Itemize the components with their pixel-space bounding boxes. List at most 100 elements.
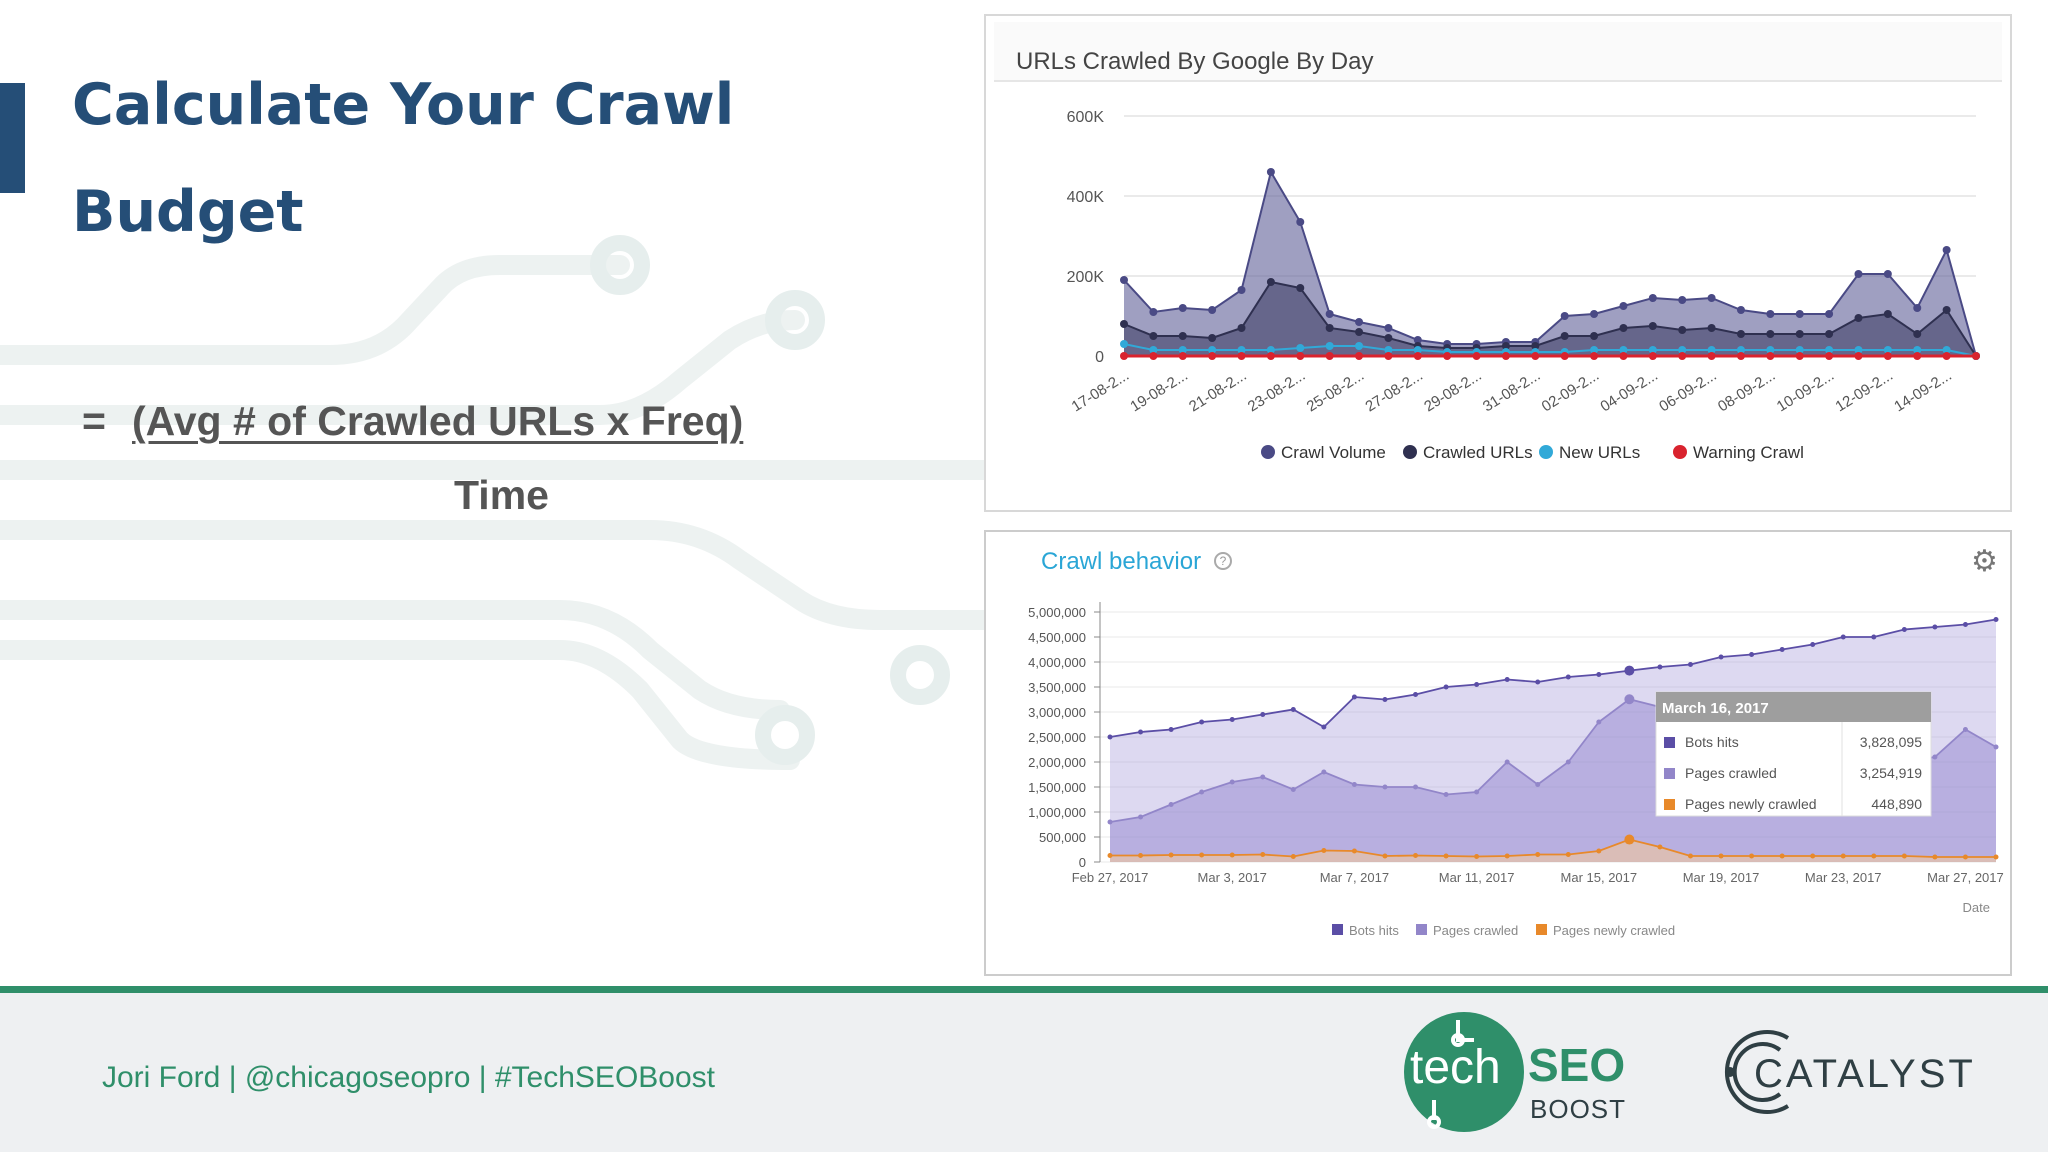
data-point-crawled-urls [1648, 322, 1657, 330]
data-point-crawl-volume [1707, 294, 1716, 302]
x-tick-label: Feb 27, 2017 [1072, 870, 1149, 885]
series-line-crawl-volume [1123, 169, 1977, 357]
tooltip-swatch-pages-crawled [1664, 768, 1675, 779]
x-tick-label: 19-08-2... [1127, 367, 1190, 415]
data-point-pages-newly-crawled [1229, 852, 1235, 858]
urls-crawled-chart-panel: URLs Crawled By Google By Day 0 200K 400K 6… [984, 14, 2012, 512]
data-point-new-urls [1120, 340, 1128, 348]
data-point-pages-crawled [1321, 769, 1327, 775]
data-point-warning-crawl [1707, 352, 1716, 360]
tooltip-header [1656, 692, 1931, 722]
slide-title: Calculate Your Crawl Budget [72, 72, 735, 245]
data-point-new-urls [1736, 346, 1745, 354]
data-point-pages-newly-crawled [1901, 853, 1907, 859]
data-point-warning-crawl [1237, 352, 1246, 360]
series-line-crawled-urls [1123, 280, 1977, 357]
x-tick-label: 31-08-2... [1480, 367, 1543, 415]
data-point-bots-hits [1290, 707, 1296, 712]
data-point-warning-crawl [1178, 352, 1187, 360]
data-point-pages-newly-crawled [1932, 854, 1938, 860]
data-point-pages-newly-crawled [1138, 853, 1144, 858]
data-point-bots-hits [1962, 622, 1968, 627]
data-point-bots-hits [1932, 624, 1938, 630]
techseo-logo-seo: SEO [1528, 1039, 1626, 1091]
data-point-pages-newly-crawled [1718, 853, 1724, 859]
legend-label-bots-hits: Bots hits [1349, 923, 1399, 938]
x-tick-label: Mar 3, 2017 [1198, 870, 1267, 885]
data-point-bots-hits [1138, 729, 1144, 735]
urls-crawled-chart: 0 200K 400K 600K 17-08-2...19-08-2...21-08-2… [1067, 109, 1980, 462]
data-point-pages-newly-crawled [1624, 834, 1635, 845]
y-tick-label: 2,500,000 [1028, 730, 1086, 745]
data-point-pages-newly-crawled [1535, 852, 1541, 857]
data-point-crawled-urls [1501, 342, 1510, 350]
data-point-new-urls [1325, 342, 1334, 350]
data-point-warning-crawl [1795, 352, 1804, 360]
legend-label-pages-newly-crawled: Pages newly crawled [1553, 923, 1675, 938]
data-point-crawl-volume [1854, 270, 1863, 278]
techseo-boost-logo: tech SEO BOOST [1404, 1012, 1644, 1136]
data-point-crawl-volume [1266, 168, 1275, 176]
legend-marker-pages-newly-crawled [1536, 924, 1547, 935]
data-point-new-urls [1590, 346, 1599, 354]
legend-marker-crawl-volume [1261, 445, 1275, 459]
legend-label-crawled-urls: Crawled URLs [1423, 443, 1533, 462]
y-tick-label: 1,000,000 [1028, 805, 1086, 820]
x-tick-label: 25-08-2... [1304, 367, 1367, 415]
data-point-pages-newly-crawled [1779, 853, 1785, 859]
data-point-new-urls [1237, 346, 1246, 354]
formula-equals: = [82, 398, 106, 444]
legend-label-crawl-volume: Crawl Volume [1281, 443, 1386, 462]
data-point-warning-crawl [1736, 352, 1745, 360]
series-line-pages-newly-crawled [1110, 838, 1996, 858]
circuit-icon [1427, 1020, 1474, 1129]
data-point-bots-hits [1260, 712, 1266, 717]
data-point-crawl-volume [1384, 324, 1393, 332]
data-point-bots-hits [1382, 697, 1388, 702]
data-point-crawl-volume [1208, 306, 1217, 314]
data-point-warning-crawl [1208, 352, 1217, 360]
data-point-warning-crawl [1443, 352, 1452, 360]
x-tick-label: Mar 27, 2017 [1927, 870, 2004, 885]
data-point-bots-hits [1993, 617, 1999, 622]
x-tick-label: 08-09-2... [1715, 367, 1778, 415]
crawl-behavior-chart: 0 500,000 1,000,000 1,500,000 2,000,000 2,500… [1028, 602, 2004, 938]
data-point-warning-crawl [1531, 352, 1540, 360]
tooltip-date: March 16, 2017 [1662, 700, 1769, 717]
legend-marker-warning-crawl [1673, 445, 1687, 459]
data-point-bots-hits [1810, 642, 1816, 647]
data-point-pages-newly-crawled [1413, 853, 1419, 858]
data-point-bots-hits [1199, 719, 1205, 725]
data-point-pages-newly-crawled [1199, 852, 1205, 858]
legend-marker-bots-hits [1332, 924, 1343, 935]
data-point-crawled-urls [1707, 324, 1716, 332]
data-point-crawl-volume [1237, 286, 1246, 294]
data-point-pages-crawled [1596, 719, 1602, 725]
data-point-warning-crawl [1296, 352, 1305, 360]
data-point-crawled-urls [1355, 328, 1364, 336]
x-tick-label: 04-09-2... [1597, 367, 1660, 415]
tooltip-label-bots-hits: Bots hits [1685, 734, 1739, 750]
data-point-crawled-urls [1178, 332, 1187, 340]
data-point-pages-newly-crawled [1382, 853, 1388, 859]
data-point-warning-crawl [1825, 352, 1834, 360]
gear-icon[interactable]: ⚙ [1971, 545, 1998, 578]
data-point-bots-hits [1351, 694, 1357, 700]
data-point-pages-newly-crawled [1596, 848, 1602, 854]
help-icon[interactable]: ? [1214, 552, 1232, 570]
data-point-warning-crawl [1384, 352, 1393, 360]
data-point-crawled-urls [1883, 310, 1892, 318]
tooltip-swatch-bots-hits [1664, 737, 1675, 748]
y-tick-label: 1,500,000 [1028, 780, 1086, 795]
y-tick-label: 2,000,000 [1028, 755, 1086, 770]
formula-denominator: Time [454, 472, 549, 518]
catalyst-mark-icon [1725, 1030, 1790, 1114]
data-point-pages-crawled [1932, 754, 1938, 760]
data-point-warning-crawl [1560, 352, 1569, 360]
data-point-crawled-urls [1120, 320, 1128, 328]
data-point-crawled-urls [1736, 330, 1745, 338]
y-tick-label: 500,000 [1039, 830, 1086, 845]
data-point-crawl-volume [1678, 296, 1687, 304]
data-point-crawl-volume [1178, 304, 1187, 312]
series-line-bots-hits [1109, 618, 1997, 738]
